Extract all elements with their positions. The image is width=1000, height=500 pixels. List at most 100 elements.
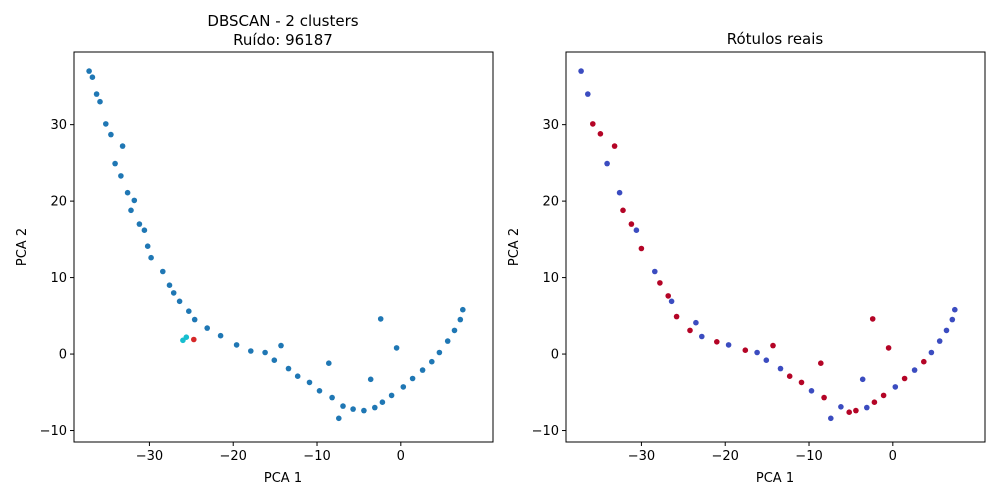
true-labels-point-s0-12 bbox=[808, 388, 815, 394]
dbscan-y-axis-label: PCA 2 bbox=[15, 228, 30, 266]
true-labels-y-tick-label-4: 30 bbox=[542, 118, 559, 133]
true-labels-x-tick-label-0: −30 bbox=[628, 449, 655, 464]
true-labels-y-tick-label-2: 10 bbox=[542, 271, 559, 286]
true-labels-x-axis-ticks: −30 −20 −10 0 bbox=[628, 442, 897, 464]
true-labels-point-s0-6 bbox=[668, 298, 675, 305]
true-labels-y-axis-ticks: −10 0 10 20 30 bbox=[532, 118, 566, 439]
true-labels-point-s1-6 bbox=[657, 280, 663, 286]
dbscan-point-s0-2 bbox=[93, 91, 100, 97]
dbscan-point-s0-47 bbox=[336, 415, 342, 422]
true-labels-point-s0-1 bbox=[585, 91, 591, 97]
true-labels-point-s0-16 bbox=[911, 367, 918, 373]
true-labels-point-s1-2 bbox=[611, 143, 618, 149]
true-labels-point-s1-10 bbox=[714, 339, 720, 345]
dbscan-chart-subtitle: Ruído: 96187 bbox=[233, 31, 333, 49]
true-labels-point-s1-21 bbox=[869, 316, 876, 322]
true-labels-point-s0-24 bbox=[859, 376, 866, 383]
dbscan-point-s0-42 bbox=[436, 349, 443, 356]
dbscan-x-axis-label: PCA 1 bbox=[264, 471, 302, 486]
true-labels-point-s1-20 bbox=[921, 358, 927, 365]
dbscan-point-s0-40 bbox=[419, 367, 426, 373]
dbscan-point-s0-23 bbox=[217, 332, 224, 339]
dbscan-point-s0-22 bbox=[204, 325, 210, 331]
dbscan-point-s0-16 bbox=[160, 268, 166, 275]
dbscan-point-s0-6 bbox=[119, 143, 126, 149]
true-labels-point-s1-5 bbox=[638, 245, 645, 252]
dbscan-point-s0-29 bbox=[306, 379, 313, 386]
dbscan-point-s0-27 bbox=[285, 365, 292, 372]
dbscan-point-s0-33 bbox=[350, 406, 356, 412]
true-labels-point-s1-18 bbox=[880, 392, 887, 399]
true-labels-y-tick-label-0: −10 bbox=[532, 424, 559, 439]
dbscan-point-s0-26 bbox=[271, 357, 278, 364]
true-labels-point-s1-7 bbox=[665, 293, 671, 299]
dbscan-y-tick-label-2: 10 bbox=[50, 271, 67, 286]
dbscan-point-s0-21 bbox=[191, 316, 198, 323]
dbscan-point-s0-25 bbox=[248, 348, 254, 354]
dbscan-point-s0-51 bbox=[326, 360, 332, 367]
dbscan-point-s1-1 bbox=[183, 334, 190, 341]
dbscan-point-s0-13 bbox=[141, 227, 148, 233]
dbscan-x-axis-ticks: −30 −20 −10 0 bbox=[136, 442, 405, 464]
true-labels-point-s0-8 bbox=[699, 333, 705, 340]
dbscan-point-s0-12 bbox=[136, 221, 143, 227]
dbscan-y-tick-label-3: 20 bbox=[50, 195, 67, 210]
true-labels-y-tick-label-1: 0 bbox=[551, 348, 559, 363]
true-labels-point-s0-17 bbox=[928, 349, 935, 356]
dbscan-x-tick-label-1: −20 bbox=[220, 449, 247, 464]
dbscan-point-s0-14 bbox=[144, 243, 151, 249]
true-labels-point-s1-24 bbox=[885, 345, 892, 351]
dbscan-point-s0-20 bbox=[186, 308, 192, 315]
true-labels-point-s0-2 bbox=[604, 160, 610, 167]
true-labels-point-s1-15 bbox=[846, 409, 852, 416]
dbscan-point-layer bbox=[86, 68, 466, 422]
dbscan-x-tick-label-2: −10 bbox=[303, 449, 330, 464]
dbscan-point-s0-35 bbox=[372, 404, 378, 411]
dbscan-y-tick-label-4: 30 bbox=[50, 118, 67, 133]
true-labels-chart-panel: Rótulos reais −30 −20 −10 0 −10 0 10 20 30 PCA … bbox=[507, 30, 986, 486]
dbscan-point-s0-46 bbox=[460, 306, 466, 313]
true-labels-point-s1-13 bbox=[798, 379, 805, 386]
dbscan-point-s0-48 bbox=[377, 316, 384, 322]
dbscan-point-s0-34 bbox=[361, 407, 367, 414]
true-labels-point-s1-16 bbox=[853, 407, 859, 414]
true-labels-plot-frame bbox=[565, 51, 986, 443]
true-labels-point-s0-23 bbox=[754, 349, 760, 356]
true-labels-point-s0-5 bbox=[652, 268, 658, 275]
true-labels-point-s1-1 bbox=[597, 131, 604, 137]
dbscan-x-tick-label-0: −30 bbox=[136, 449, 163, 464]
true-labels-point-s0-9 bbox=[725, 342, 732, 348]
true-labels-x-axis-label: PCA 1 bbox=[756, 471, 794, 486]
true-labels-point-layer bbox=[578, 68, 958, 422]
dbscan-point-s0-28 bbox=[294, 373, 301, 380]
dbscan-point-s0-10 bbox=[131, 197, 138, 204]
dbscan-point-s0-4 bbox=[103, 121, 109, 127]
dbscan-point-s0-5 bbox=[108, 131, 114, 138]
dbscan-point-s0-39 bbox=[409, 375, 416, 382]
dbscan-point-s0-53 bbox=[393, 345, 400, 351]
true-labels-point-s1-3 bbox=[620, 207, 626, 214]
dbscan-point-s0-44 bbox=[451, 327, 458, 334]
true-labels-point-s0-18 bbox=[936, 338, 943, 344]
dbscan-y-axis-ticks: −10 0 10 20 30 bbox=[40, 118, 74, 439]
true-labels-x-tick-label-3: 0 bbox=[889, 449, 897, 464]
true-labels-point-s1-12 bbox=[786, 373, 793, 380]
true-labels-point-s0-19 bbox=[943, 327, 950, 334]
dbscan-point-s0-50 bbox=[278, 342, 284, 349]
true-labels-point-s1-4 bbox=[628, 221, 635, 227]
dbscan-x-tick-label-3: 0 bbox=[397, 449, 405, 464]
dbscan-point-s0-18 bbox=[170, 290, 177, 296]
dbscan-point-s0-30 bbox=[316, 388, 323, 394]
dbscan-point-s0-7 bbox=[112, 160, 118, 167]
dbscan-point-s0-36 bbox=[379, 399, 386, 406]
true-labels-x-tick-label-1: −20 bbox=[712, 449, 739, 464]
dbscan-chart-title: DBSCAN - 2 clusters bbox=[207, 12, 358, 30]
dbscan-point-s0-49 bbox=[262, 349, 268, 356]
dbscan-point-s0-31 bbox=[329, 394, 335, 401]
dbscan-point-s0-38 bbox=[400, 384, 407, 390]
true-labels-point-s0-13 bbox=[838, 404, 844, 410]
dbscan-point-s0-19 bbox=[176, 298, 183, 305]
true-labels-point-s0-14 bbox=[864, 404, 870, 411]
dbscan-point-s0-9 bbox=[124, 189, 131, 196]
